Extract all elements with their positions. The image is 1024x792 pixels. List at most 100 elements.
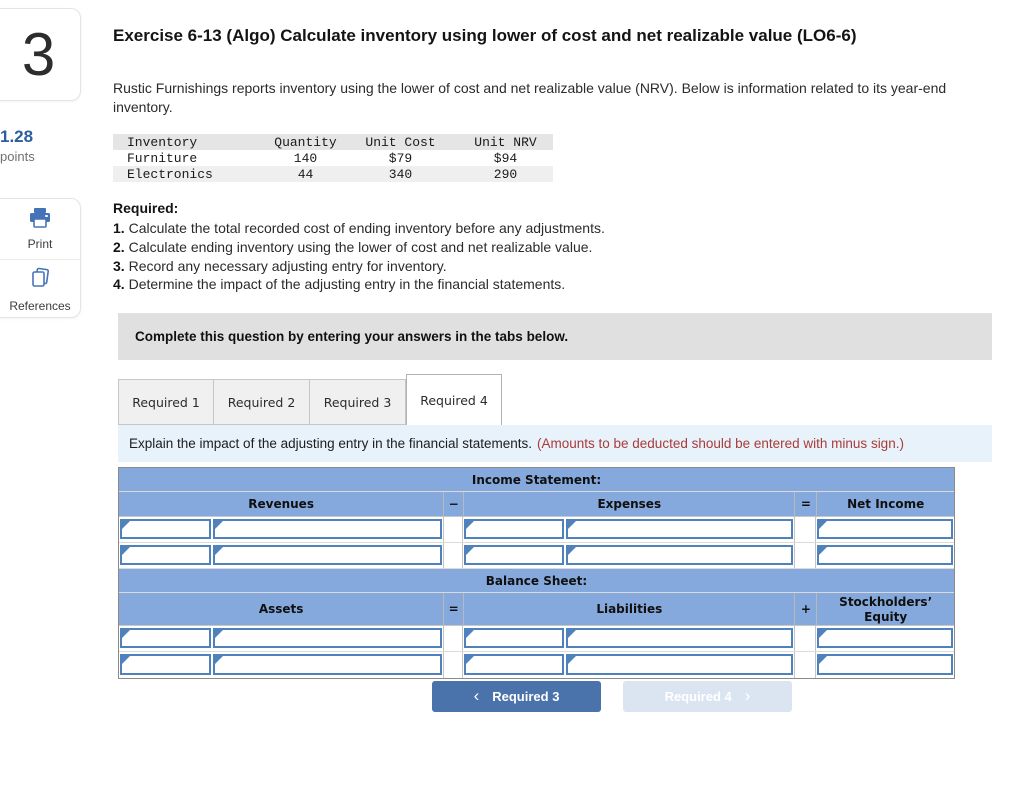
chevron-left-icon: ‹ [473, 686, 480, 705]
inventory-cell: $94 [493, 150, 518, 166]
revenues-amount-input-1[interactable] [212, 519, 443, 539]
tab-required-4[interactable]: Required 4 [406, 374, 502, 425]
liabilities-header: Liabilities [463, 593, 794, 626]
cell-marker-icon [122, 630, 130, 638]
tab-nav-buttons: ‹ Required 3 Required 4 › [432, 681, 792, 712]
exercise-title: Exercise 6-13 (Algo) Calculate inventory… [113, 26, 857, 45]
liabilities-label-input-2[interactable] [464, 654, 564, 675]
cell-marker-icon [567, 630, 576, 638]
expenses-label-input-1[interactable] [464, 519, 564, 539]
printer-icon [28, 207, 52, 234]
financial-statement-table: Income Statement: Revenues − Expenses = … [118, 467, 955, 679]
liabilities-amount-input-2[interactable] [565, 654, 794, 675]
points-label: points [0, 148, 35, 164]
cell-marker-icon [466, 521, 475, 529]
cell-marker-icon [567, 547, 576, 555]
list-item: 3. Record any necessary adjusting entry … [113, 257, 447, 274]
cell-marker-icon [567, 521, 576, 529]
income-statement-header-row: Revenues − Expenses = Net Income [119, 492, 954, 517]
income-input-row-1 [119, 517, 954, 543]
inventory-cell: 44 [268, 166, 343, 182]
references-label: References [9, 298, 71, 313]
print-label: Print [27, 237, 53, 251]
cell-marker-icon [214, 656, 223, 664]
required-list: 1. Calculate the total recorded cost of … [113, 219, 605, 294]
revenues-label-input-2[interactable] [120, 545, 211, 565]
net-income-header: Net Income [816, 492, 954, 517]
next-button-label: Required 4 [664, 689, 732, 704]
balance-input-row-1 [119, 626, 954, 652]
assets-amount-input-2[interactable] [212, 654, 443, 675]
tab-required-1[interactable]: Required 1 [118, 379, 214, 425]
inventory-header-cell: Inventory [113, 134, 268, 150]
cell-marker-icon [214, 521, 223, 529]
list-item: 1. Calculate the total recorded cost of … [113, 220, 605, 236]
cell-marker-icon [466, 547, 475, 555]
liabilities-label-input-1[interactable] [464, 628, 564, 648]
required-heading: Required: [113, 200, 179, 216]
inventory-cell: Electronics [113, 166, 268, 182]
assets-label-input-2[interactable] [120, 654, 211, 675]
equals-operator: = [794, 492, 816, 517]
assets-label-input-1[interactable] [120, 628, 211, 648]
revenues-label-input-1[interactable] [120, 519, 211, 539]
question-number: 3 [21, 21, 56, 88]
cell-marker-icon [819, 656, 828, 664]
tab-required-2[interactable]: Required 2 [214, 379, 310, 425]
points-block: 1.28 points [0, 127, 35, 164]
instruction-text: Explain the impact of the adjusting entr… [129, 436, 532, 451]
net-income-input-2[interactable] [817, 545, 953, 565]
expenses-label-input-2[interactable] [464, 545, 564, 565]
exercise-intro: Rustic Furnishings reports inventory usi… [113, 80, 947, 115]
points-value: 1.28 [0, 127, 34, 146]
cell-marker-icon [819, 521, 828, 529]
tab-required-3[interactable]: Required 3 [310, 379, 406, 425]
balance-sheet-header-row: Assets = Liabilities + Stockholders’ Equ… [119, 593, 954, 626]
inventory-cell: Furniture [127, 150, 198, 166]
cell-marker-icon [122, 656, 130, 664]
plus-operator: + [794, 593, 816, 626]
stockholders-equity-input-2[interactable] [817, 654, 953, 675]
liabilities-amount-input-1[interactable] [565, 628, 794, 648]
expenses-amount-input-1[interactable] [565, 519, 794, 539]
inventory-header-cell: Unit Cost [343, 134, 458, 150]
expenses-amount-input-2[interactable] [565, 545, 794, 565]
inventory-cell: 290 [458, 166, 553, 182]
cell-marker-icon [567, 656, 576, 664]
cell-marker-icon [214, 547, 223, 555]
inventory-header-row: Inventory Quantity Unit Cost Unit NRV [113, 134, 553, 150]
list-item: 2. Calculate ending inventory using the … [113, 238, 593, 255]
cell-marker-icon [122, 521, 130, 529]
inventory-data-table: Inventory Quantity Unit Cost Unit NRV Fu… [113, 134, 553, 182]
cell-marker-icon [214, 630, 223, 638]
question-number-card: 3 [0, 8, 81, 101]
tools-card: Print References [0, 198, 81, 318]
revenues-amount-input-2[interactable] [212, 545, 443, 565]
required-tabs: Required 1 Required 2 Required 3 Require… [118, 374, 502, 425]
prev-button-label: Required 3 [492, 689, 560, 704]
net-income-input-1[interactable] [817, 519, 953, 539]
cell-marker-icon [819, 630, 828, 638]
equals-operator: = [443, 593, 463, 626]
next-required-button[interactable]: Required 4 › [623, 681, 792, 712]
print-button[interactable]: Print [0, 199, 80, 259]
cell-marker-icon [466, 656, 475, 664]
prev-required-button[interactable]: ‹ Required 3 [432, 681, 601, 712]
cell-marker-icon [122, 547, 130, 555]
references-icon [28, 267, 52, 296]
list-item: 4. Determine the impact of the adjusting… [113, 276, 566, 293]
references-button[interactable]: References [0, 259, 80, 317]
stockholders-equity-input-1[interactable] [817, 628, 953, 648]
inventory-cell: $79 [388, 150, 413, 166]
inventory-cell: 340 [343, 166, 458, 182]
assets-amount-input-1[interactable] [212, 628, 443, 648]
inventory-header-cell: Unit NRV [458, 134, 553, 150]
inventory-header-cell: Quantity [268, 134, 343, 150]
cell-marker-icon [819, 547, 828, 555]
complete-question-banner: Complete this question by entering your … [118, 313, 992, 360]
inventory-cell: 140 [293, 150, 318, 166]
income-input-row-2 [119, 543, 954, 569]
table-row: Furniture 140 $79 $94 [113, 150, 553, 166]
chevron-right-icon: › [744, 686, 751, 705]
